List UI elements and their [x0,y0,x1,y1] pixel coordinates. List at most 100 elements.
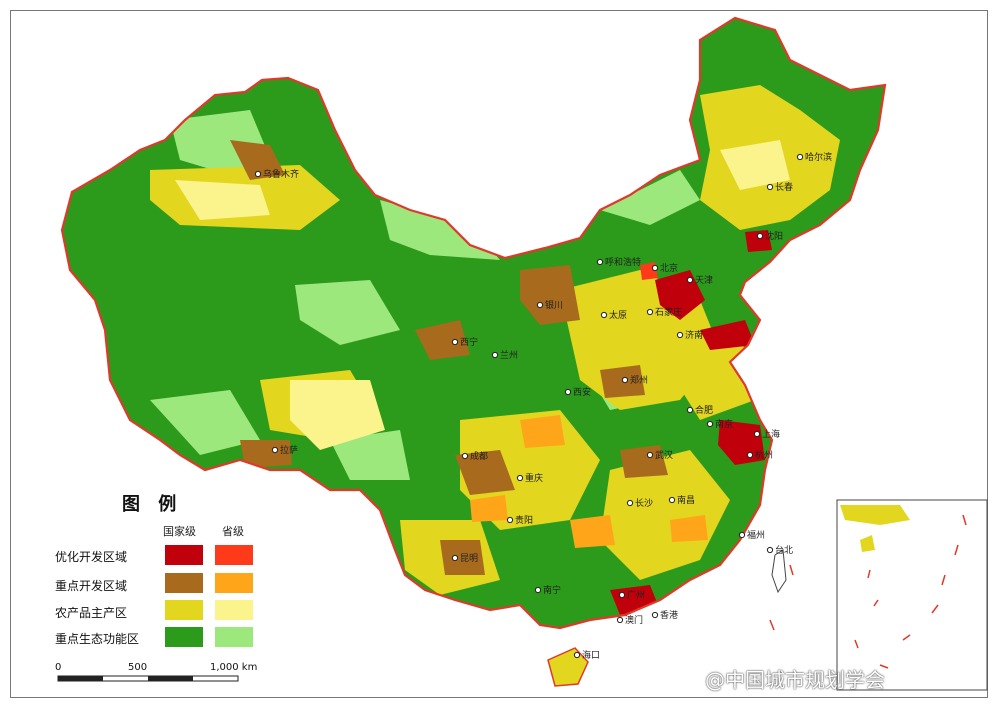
city-label: 济南 [685,329,703,341]
city-label: 澳门 [625,614,643,626]
city-dot [271,446,279,454]
city-dot [564,388,572,396]
taiwan-island [771,549,787,594]
city-label: 长沙 [635,497,653,509]
city-dot [534,586,542,594]
agricultural-zone [600,450,730,580]
city-dot [686,406,694,414]
city-dot [738,531,746,539]
city-dot [461,452,469,460]
key-development-provincial-zone [520,415,565,448]
scale-label-1000: 1,000 km [210,662,258,673]
city-dot [651,264,659,272]
city-dot [506,516,514,524]
city-dot [668,496,676,504]
key-development-zone [620,445,668,478]
key-development-zone [240,440,292,468]
city-label: 兰州 [500,349,518,361]
scale-label-500: 500 [128,662,148,673]
city-label: 长春 [775,181,793,193]
agricultural-provincial-zone [290,380,385,450]
city-label: 沈阳 [765,230,783,242]
city-label: 南昌 [677,494,695,506]
city-dot [766,546,774,554]
city-dot [796,153,804,161]
city-label: 天津 [695,275,713,286]
swatch-agricultural-provincial [215,600,253,620]
city-dot [676,331,684,339]
swatch-key-development-provincial [215,573,253,593]
scale-label-0: 0 [55,662,62,673]
key-development-zone [455,450,515,495]
city-dot [621,376,629,384]
city-label: 乌鲁木齐 [263,168,299,180]
legend-label-ecological: 重点生态功能区 [55,632,140,646]
city-dot [686,276,694,284]
city-label: 西安 [573,386,591,398]
city-label: 银川 [545,299,563,311]
city-dot [536,301,544,309]
swatch-optimized-provincial [215,545,253,565]
optimized-development-zone [700,320,755,350]
city-label: 香港 [660,609,678,621]
city-dot [573,651,581,659]
key-development-zone [415,320,470,360]
city-dot [616,616,624,624]
city-label: 石家庄 [655,306,682,318]
legend-label-agricultural: 农产品主产区 [55,606,128,620]
agricultural-provincial-zone [720,140,790,190]
city-dot [626,499,634,507]
agricultural-zone [650,330,755,420]
south-china-sea-inset [836,499,988,691]
city-label: 贵阳 [515,514,533,526]
city-label: 太原 [609,309,627,321]
city-label: 郑州 [630,374,648,386]
city-dot [516,474,524,482]
inset-hainan [860,535,875,552]
key-development-provincial-zone [470,495,508,522]
city-dot [766,183,774,191]
swatch-agricultural-national [165,600,203,620]
legend-title: 图 例 [122,494,183,515]
optimized-development-zone [655,270,705,320]
city-dot [646,308,654,316]
city-dot [753,430,761,438]
city-dot [646,451,654,459]
watermark-text: @中国城市规划学会 [705,668,885,692]
key-development-zone [230,140,285,180]
city-label: 成都 [470,450,488,462]
nine-dash-line [854,514,967,669]
city-label: 哈尔滨 [805,151,832,163]
swatch-ecological-national [165,627,203,647]
city-dot [491,351,499,359]
eco-provincial-patch [295,280,400,345]
city-label: 海口 [582,649,600,661]
city-dot [600,311,608,319]
city-label: 台北 [775,544,793,556]
city-label: 合肥 [695,404,713,416]
city-label: 北京 [660,262,678,274]
city-dot [596,258,604,266]
city-label: 重庆 [525,472,543,484]
optimized-development-zone [718,420,765,465]
inset-mainland [840,505,910,525]
legend-provincial-header: 省级 [222,525,244,538]
city-dot [651,611,659,619]
city-label: 上海 [762,428,780,440]
swatch-ecological-provincial [215,627,253,647]
city-dot [254,170,262,178]
key-development-provincial-zone [570,515,615,548]
city-label: 呼和浩特 [605,256,641,268]
eastern-sea-dash [769,564,794,631]
swatch-key-development-national [165,573,203,593]
city-dot [746,451,754,459]
city-label: 广州 [627,589,645,601]
key-development-zone [440,540,485,575]
legend-label-optimized: 优化开发区域 [55,550,128,564]
city-dot [706,420,714,428]
city-label: 昆明 [460,553,478,564]
city-label: 西宁 [460,336,478,348]
eco-provincial-patch [600,170,700,225]
